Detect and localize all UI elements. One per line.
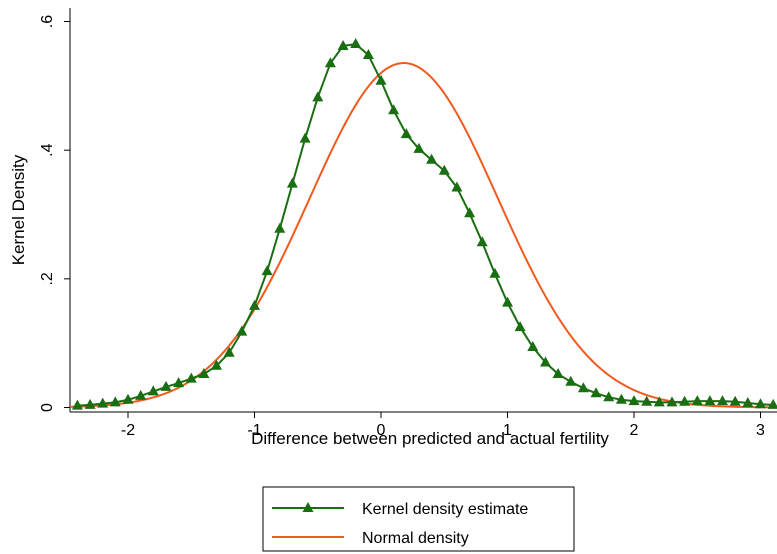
y-tick-label: 0 (39, 403, 56, 412)
axes: -2 -1 0 1 2 3 0 .2 .4 .6 (39, 8, 777, 439)
kernel-density-point (514, 321, 526, 332)
kernel-density-point (337, 40, 349, 50)
x-tick-label: 3 (756, 422, 765, 439)
kernel-density-point (211, 359, 222, 370)
kernel-density-point (135, 389, 147, 400)
legend-label-kernel: Kernel density estimate (362, 501, 528, 518)
kernel-density-point (362, 49, 374, 59)
x-tick-label: 1 (503, 422, 512, 439)
kernel-density-point (97, 397, 109, 408)
kernel-density-point (679, 395, 691, 406)
kernel-density-point (717, 395, 728, 406)
kernel-density-point (527, 341, 539, 351)
legend-box (262, 486, 575, 552)
kernel-density-point (729, 395, 741, 406)
kernel-density-point (147, 385, 159, 396)
legend-label-normal: Normal density (362, 530, 469, 547)
plot-area (70, 38, 777, 410)
kernel-density-point (438, 164, 450, 175)
y-tick-label: .6 (39, 15, 56, 28)
kernel-density-point (489, 267, 501, 278)
kernel-density-point (109, 396, 121, 407)
kernel-density-point (603, 391, 615, 402)
kernel-density-point (388, 104, 400, 115)
y-axis-label: Kernel Density (9, 154, 28, 265)
kernel-density-point (426, 153, 438, 164)
kernel-density-point (400, 128, 412, 139)
kernel-density-point (223, 346, 235, 357)
legend: Kernel density estimate Normal density (262, 486, 575, 552)
kernel-density-point (286, 177, 298, 188)
normal-density-line (70, 62, 777, 409)
kernel-density-point (71, 399, 83, 410)
kernel-density-point (451, 181, 463, 192)
kernel-density-point (375, 74, 387, 85)
kernel-density-point (476, 236, 488, 247)
x-axis-label: Difference between predicted and actual … (251, 429, 609, 448)
kernel-density-point (552, 368, 564, 378)
kernel-density-point (691, 395, 703, 406)
kernel-density-point (274, 222, 286, 233)
kernel-density-point (173, 377, 185, 388)
kernel-density-point (755, 398, 766, 409)
kernel-density-point (185, 372, 197, 383)
kernel-density-point (236, 325, 248, 336)
kernel-density-point (84, 398, 96, 409)
legend-marker-kernel (302, 502, 314, 512)
x-tick-label: 0 (377, 422, 386, 439)
kernel-density-point (615, 393, 627, 404)
x-tick-label: -1 (247, 422, 261, 439)
y-tick-label: .2 (39, 272, 56, 285)
kernel-density-point (198, 368, 210, 378)
kernel-density-point (628, 395, 640, 406)
kernel-density-point (502, 296, 513, 307)
kernel-density-point (312, 91, 324, 102)
kernel-density-point (299, 132, 311, 143)
kernel-density-point (324, 57, 336, 68)
kernel-density-point (413, 142, 425, 153)
kernel-density-point (704, 395, 716, 406)
kernel-density-point (666, 396, 678, 407)
kernel-density-point (641, 395, 653, 406)
kernel-density-line (77, 42, 774, 407)
kernel-density-point (767, 398, 777, 409)
y-tick-label: .4 (39, 143, 56, 156)
x-tick-label: -2 (121, 422, 135, 439)
kernel-density-point (742, 397, 754, 407)
kernel-density-point (249, 299, 260, 310)
kernel-density-point (653, 396, 665, 407)
kernel-density-point (160, 380, 172, 391)
kernel-density-point (540, 356, 551, 367)
kernel-density-point (577, 382, 589, 393)
x-tick-label: 2 (630, 422, 639, 439)
kernel-density-point (350, 38, 362, 48)
kernel-density-point (565, 375, 577, 386)
kernel-density-point (261, 265, 273, 276)
kernel-density-point (122, 393, 134, 404)
kernel-density-point (590, 387, 602, 398)
kernel-density-point (464, 207, 476, 218)
